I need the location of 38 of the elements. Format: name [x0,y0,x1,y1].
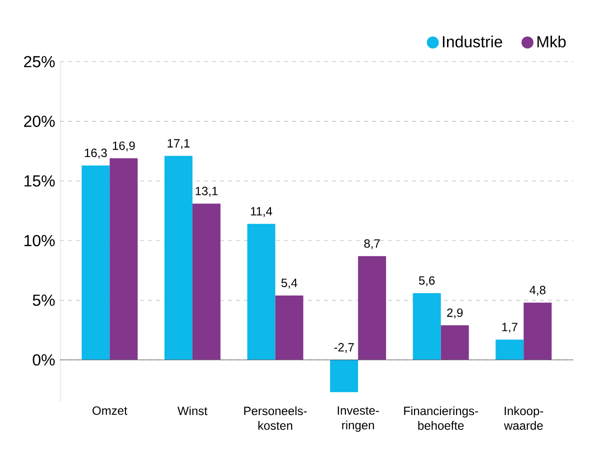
bar [82,165,110,360]
data-label: 16,3 [84,148,107,159]
data-label: 13,1 [196,186,218,197]
data-label: 17,1 [168,139,190,149]
data-label: -2,7 [334,343,354,353]
bar [247,224,276,360]
y-tick-label: 15% [24,175,55,187]
bar [496,340,524,360]
x-tick-label: Financierings- behoefte [404,406,478,430]
data-label: 5,4 [281,278,298,289]
bar [192,204,220,360]
data-label: 5,6 [418,276,435,286]
bar [412,293,441,360]
x-tick-label: Winst [178,406,208,416]
bar [164,156,192,360]
data-label: 2,9 [447,308,463,318]
data-label: 1,7 [502,322,518,333]
data-label: 16,9 [112,141,135,152]
y-tick-label: 0% [32,354,55,366]
x-tick-label: Omzet [92,406,128,415]
legend-label: Industrie [442,36,502,48]
bar [358,256,386,360]
y-tick-label: 20% [24,116,55,127]
y-tick-label: 25% [24,56,55,68]
y-tick-label: 5% [32,294,55,306]
data-label: 8,7 [364,239,380,250]
x-tick-label: Inkoop- waarde [504,406,544,430]
bar [440,325,469,360]
data-label: 11,4 [250,207,272,217]
x-tick-label: Investe- ringen [338,406,379,432]
bar [275,295,304,360]
bar [110,158,138,360]
x-tick-label: Personeels- kosten [244,406,307,430]
legend-label: Mkb [537,36,566,48]
bar [524,302,552,360]
data-label: 4,8 [530,286,546,296]
y-tick-label: 10% [24,234,55,246]
bar [330,360,358,392]
